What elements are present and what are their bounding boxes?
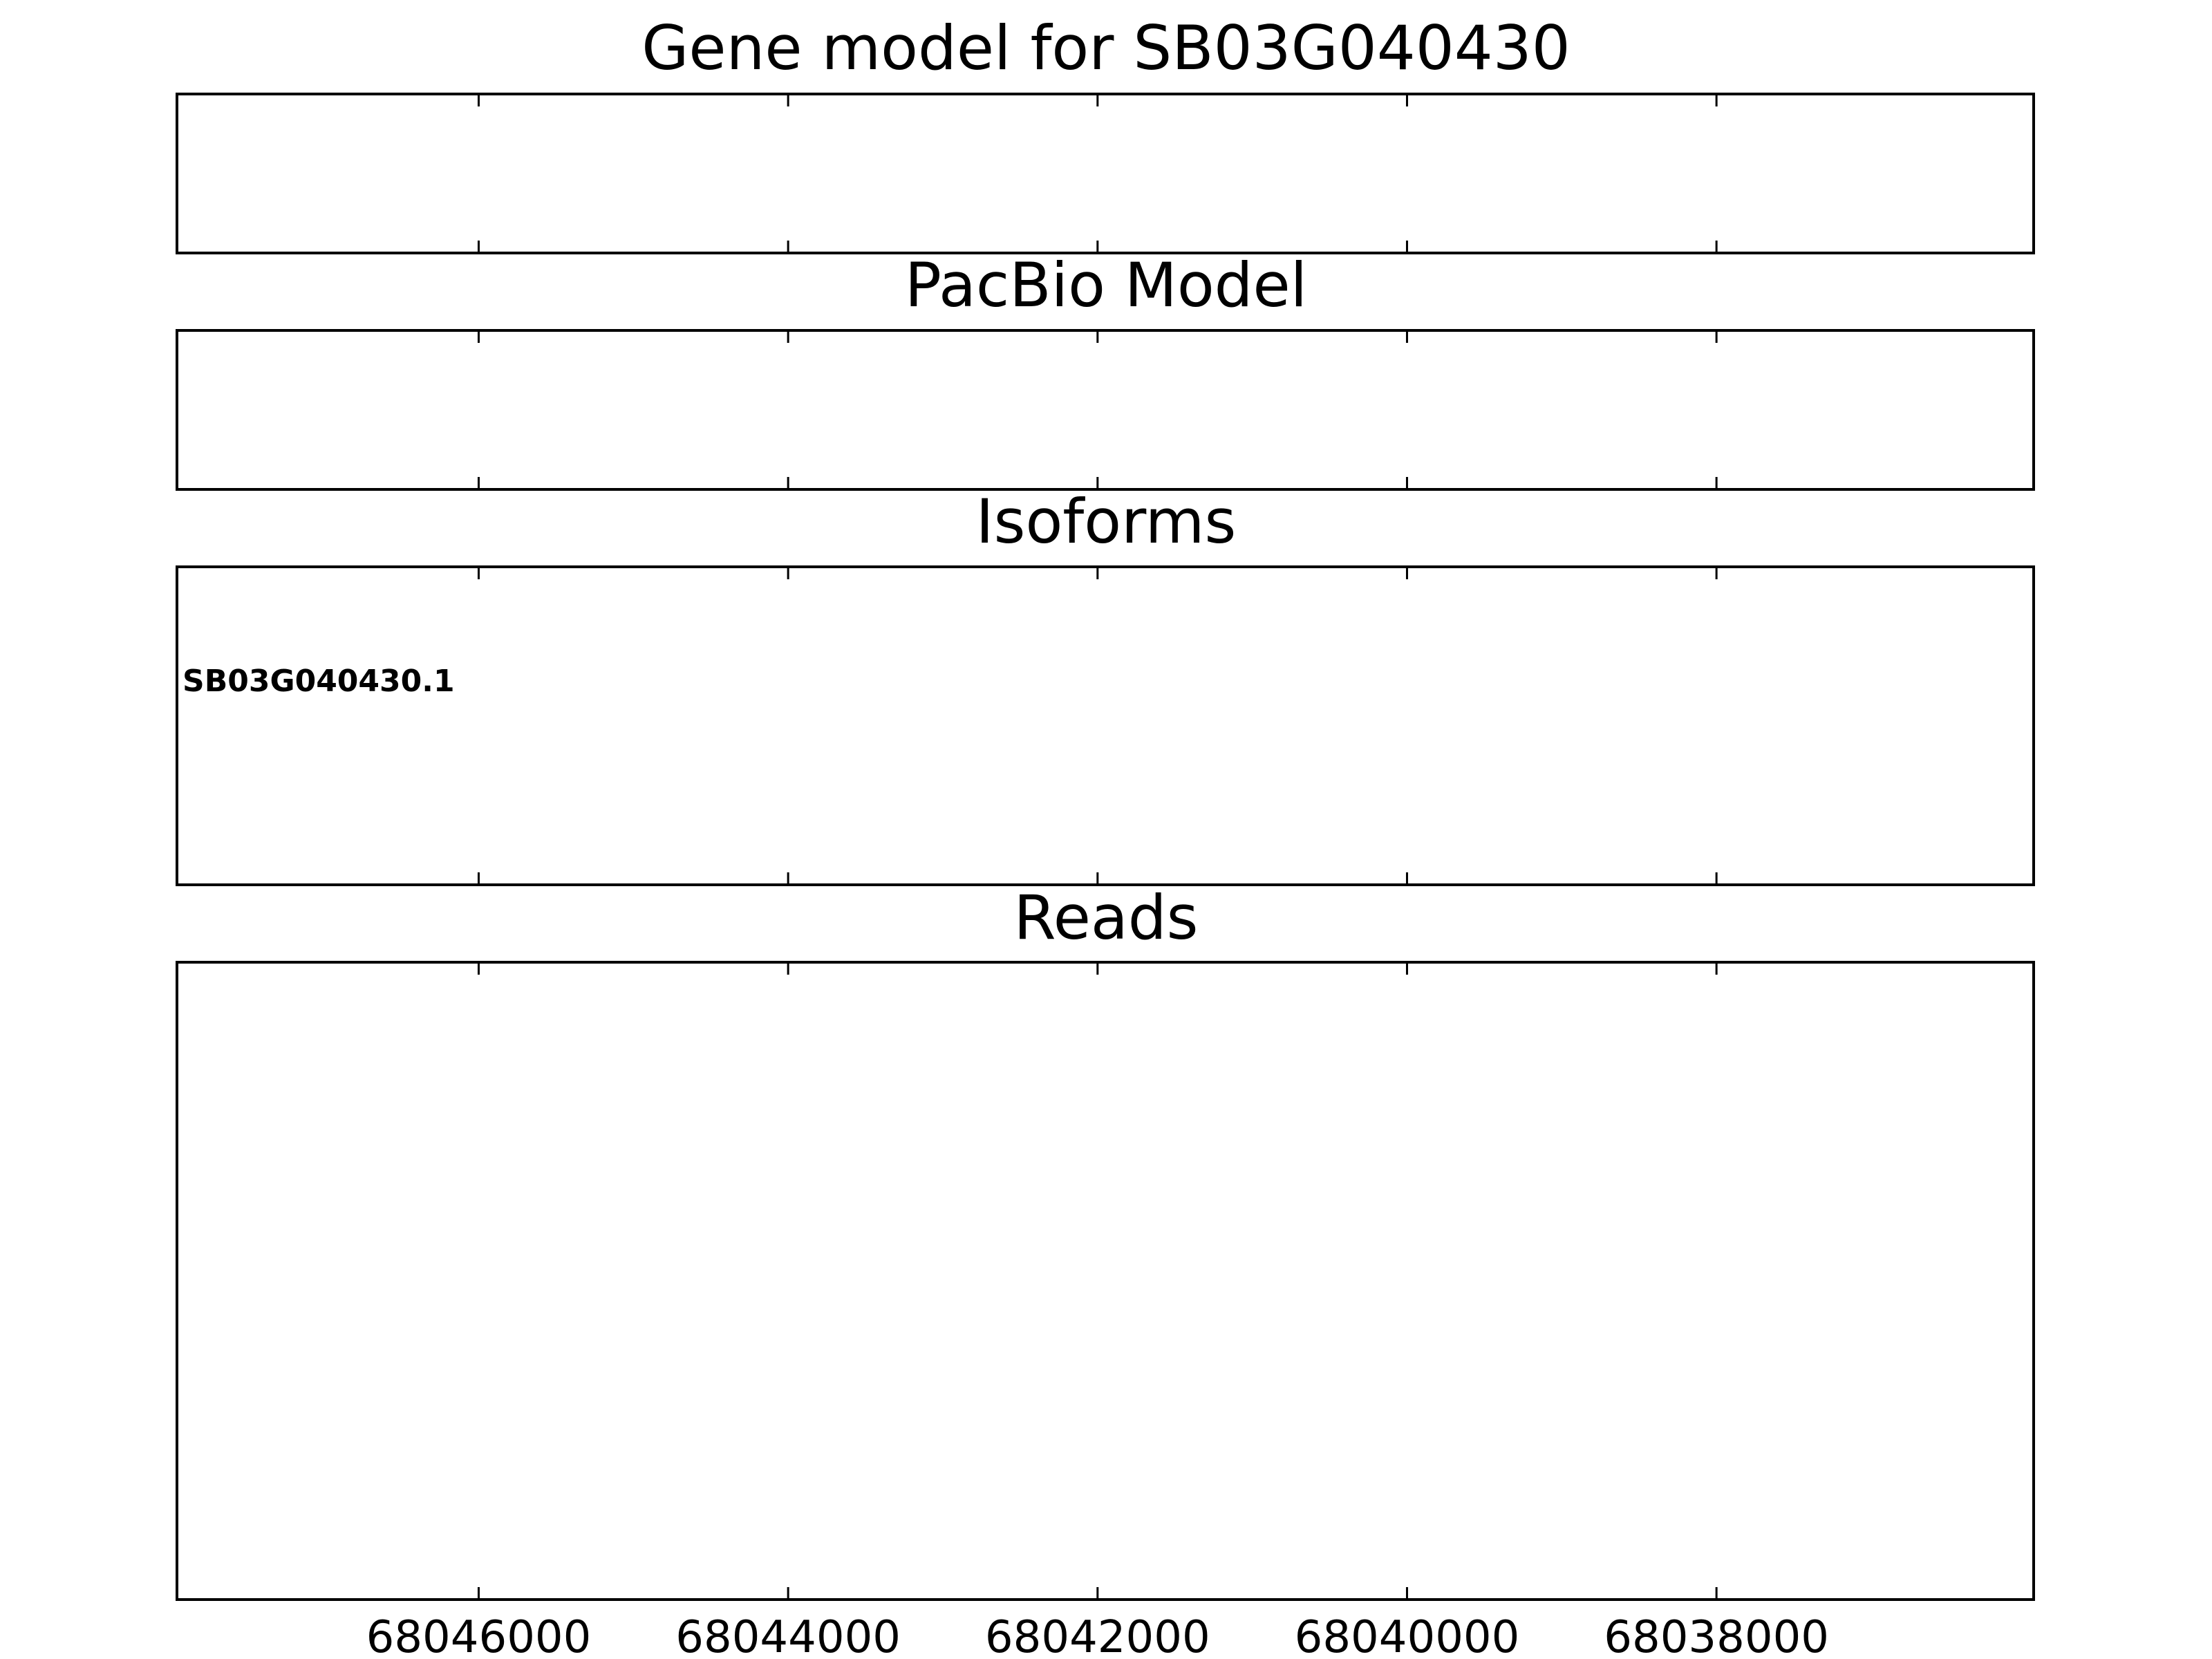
reads-panel [176, 961, 2035, 1601]
x-axis-tick-labels: 68046000 68044000 68042000 68040000 68038000 [366, 1612, 1829, 1659]
gene-model-panel [176, 93, 2035, 254]
x-tick-label: 68040000 [1295, 1612, 1520, 1659]
x-tick-label: 68046000 [366, 1612, 592, 1659]
gene-model-title: Gene model for SB03G040430 [641, 12, 1571, 84]
pacbio-model-title: PacBio Model [905, 250, 1307, 321]
x-tick-label: 68038000 [1604, 1612, 1829, 1659]
panel-frame [176, 93, 2035, 254]
panel-frame [176, 329, 2035, 491]
isoforms-title: Isoforms [976, 486, 1237, 557]
isoform-label: SB03G040430.1 [182, 664, 455, 699]
x-tick-label: 68044000 [675, 1612, 901, 1659]
isoforms-panel: SB03G040430.1 [176, 565, 2035, 886]
panel-frame [176, 961, 2035, 1601]
pacbio-model-panel [176, 329, 2035, 491]
x-tick-label: 68042000 [985, 1612, 1210, 1659]
reads-title: Reads [1014, 882, 1199, 953]
panel-frame [176, 565, 2035, 886]
